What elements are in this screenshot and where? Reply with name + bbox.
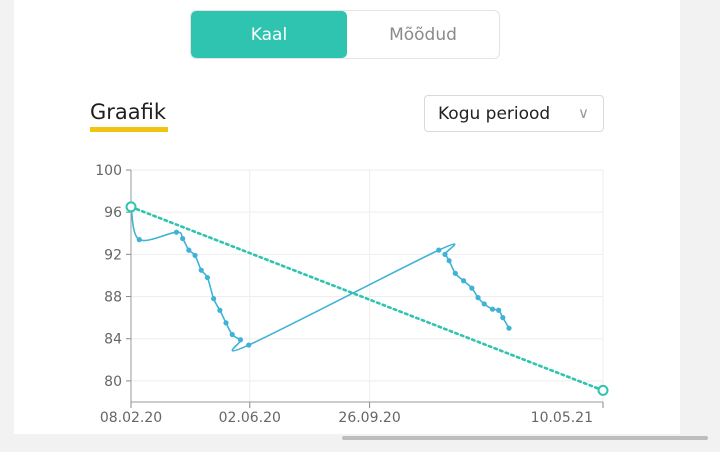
- x-tick-label: 02.06.20: [219, 410, 281, 426]
- y-tick-label: 80: [104, 374, 122, 390]
- title-underline: [90, 127, 168, 132]
- weight-point: [217, 307, 223, 313]
- weight-point: [173, 229, 180, 235]
- trend-line: [129, 205, 605, 392]
- y-tick-label: 88: [104, 290, 122, 306]
- tab-moodud[interactable]: Mõõdud: [389, 24, 457, 45]
- y-tick-label: 92: [104, 247, 122, 263]
- weight-point: [223, 320, 229, 326]
- weight-point: [500, 315, 506, 321]
- horizontal-scrollbar[interactable]: [342, 436, 708, 440]
- trend-endpoint: [597, 384, 609, 396]
- weight-point: [469, 285, 475, 291]
- y-tick-label: 100: [95, 163, 122, 179]
- view-toggle: Kaal Mõõdud: [190, 10, 500, 59]
- weight-point: [489, 306, 496, 312]
- weight-point: [211, 296, 217, 302]
- weight-point: [136, 237, 142, 243]
- weight-point: [246, 342, 252, 348]
- weight-point: [481, 301, 487, 307]
- period-select[interactable]: Kogu periood ∨: [424, 95, 604, 132]
- weight-point: [237, 337, 244, 343]
- weight-point: [186, 247, 192, 253]
- chevron-down-icon: ∨: [578, 104, 589, 122]
- period-select-label: Kogu periood: [438, 103, 551, 124]
- x-tick-label: 10.05.21: [531, 410, 593, 426]
- weight-point: [506, 325, 512, 331]
- weight-point: [460, 278, 467, 284]
- weight-point: [442, 251, 448, 257]
- weight-point: [452, 270, 458, 276]
- trend-endpoint: [125, 201, 137, 213]
- weight-point: [204, 274, 211, 281]
- y-tick-label: 84: [104, 332, 122, 348]
- main-card: [14, 0, 680, 434]
- x-tick-label: 08.02.20: [100, 410, 162, 426]
- x-tick-label: 26.09.20: [338, 410, 400, 426]
- weight-point: [475, 295, 481, 301]
- weight-point: [496, 307, 502, 313]
- section-title: Graafik: [90, 100, 167, 124]
- weight-point: [192, 252, 198, 259]
- tab-kaal[interactable]: Kaal: [191, 11, 347, 58]
- weight-point: [198, 267, 204, 273]
- weight-point: [229, 331, 235, 338]
- weight-point: [446, 258, 452, 264]
- weight-point: [436, 247, 442, 253]
- y-tick-label: 96: [104, 205, 122, 221]
- weight-point: [180, 235, 186, 242]
